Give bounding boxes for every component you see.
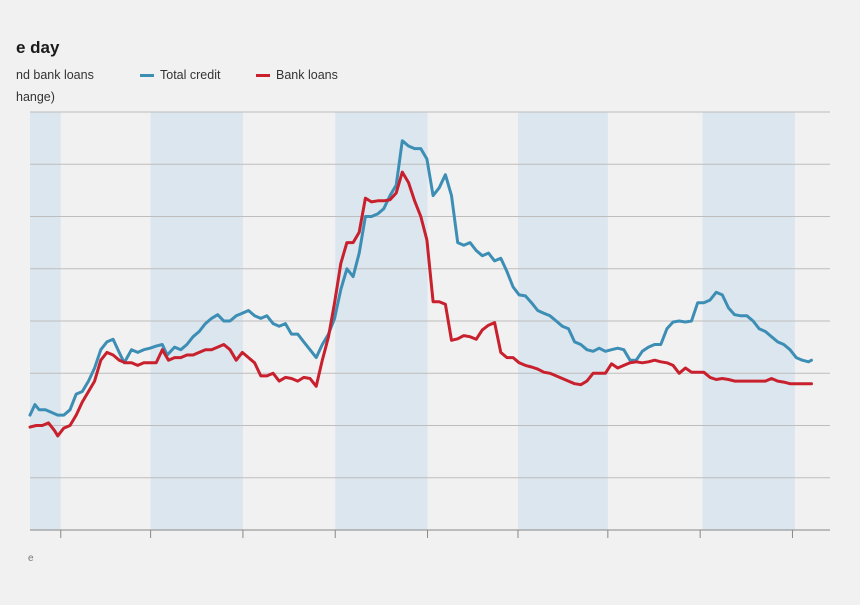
legend-label-bank-loans: Bank loans — [276, 68, 338, 82]
series-line-bank-loans — [28, 170, 813, 438]
x-axis — [30, 529, 830, 538]
series-lines — [28, 139, 813, 438]
legend-label-total-credit: Total credit — [160, 68, 221, 82]
legend-bank-loans: Bank loans — [256, 68, 338, 82]
legend-description: nd bank loans — [16, 68, 94, 82]
legend-swatch-bank-loans — [256, 73, 270, 77]
legend-total-credit: Total credit — [140, 68, 220, 82]
gridlines — [30, 111, 830, 479]
legend-unit-note: hange) — [16, 90, 55, 104]
series-line-total-credit — [28, 139, 813, 417]
source-note: e — [28, 553, 34, 564]
legend-swatch-total-credit — [140, 73, 154, 77]
chart-title: e day — [16, 38, 60, 57]
